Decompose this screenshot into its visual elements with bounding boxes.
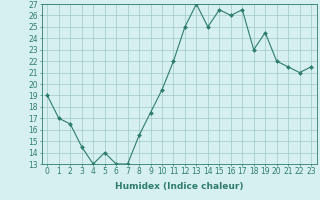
X-axis label: Humidex (Indice chaleur): Humidex (Indice chaleur) <box>115 182 244 191</box>
